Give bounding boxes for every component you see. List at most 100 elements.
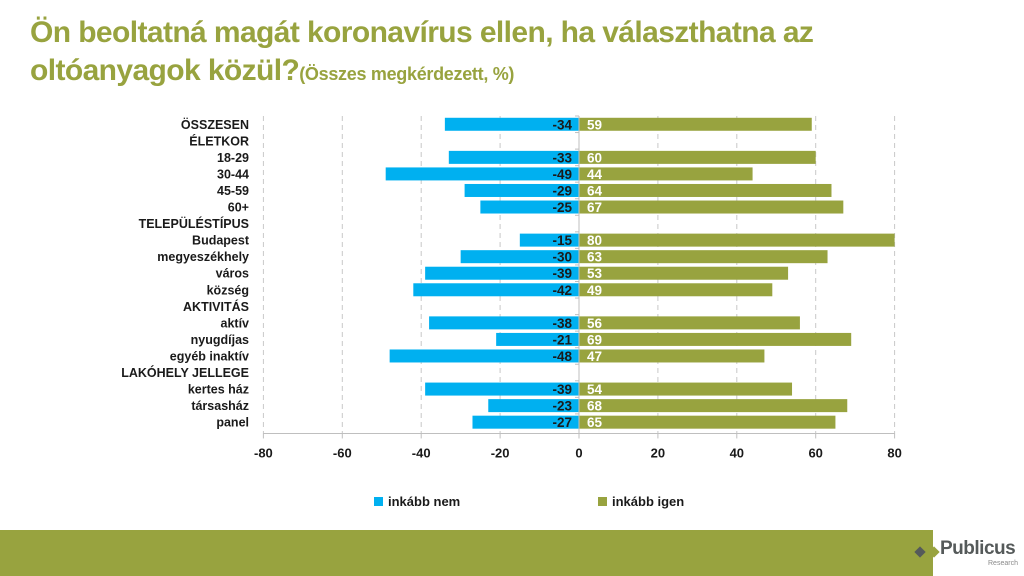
slide-title: Ön beoltatná magát koronavírus ellen, ha…	[30, 14, 930, 93]
bar-inkabb-nem	[460, 250, 579, 264]
category-label: város	[216, 267, 249, 281]
category-label: nyugdíjas	[191, 333, 249, 347]
legend-label-igen: inkább igen	[612, 494, 685, 509]
x-tick-label: 40	[730, 445, 744, 460]
category-label: társasház	[191, 399, 249, 413]
bar-inkabb-igen	[579, 150, 816, 164]
title-main: Ön beoltatná magát koronavírus ellen, ha…	[30, 16, 814, 87]
data-label-igen: 65	[587, 415, 603, 430]
category-label: aktív	[221, 316, 250, 330]
x-tick-label: -60	[333, 445, 352, 460]
bar-inkabb-igen	[579, 200, 844, 214]
category-label: ÖSSZESEN	[181, 117, 249, 132]
title-subtitle: (Összes megkérdezett, %)	[299, 64, 515, 84]
x-tick-label: -20	[491, 445, 510, 460]
bar-inkabb-igen	[579, 283, 773, 297]
logo-diamonds-icon	[914, 539, 940, 566]
bar-inkabb-igen	[579, 349, 765, 363]
bar-inkabb-igen	[579, 382, 793, 396]
data-label-igen: 67	[587, 200, 602, 215]
data-label-igen: 53	[587, 266, 603, 281]
data-label-igen: 49	[587, 283, 602, 298]
data-label-igen: 56	[587, 316, 603, 331]
footer-band	[0, 530, 933, 576]
data-label-nem: -30	[552, 250, 572, 265]
bar-inkabb-nem	[444, 117, 579, 131]
logo-tagline: Research	[988, 560, 1018, 567]
category-label: egyéb inaktív	[170, 349, 249, 363]
bar-inkabb-igen	[579, 316, 800, 330]
data-label-nem: -21	[552, 332, 572, 347]
bar-inkabb-nem	[464, 183, 579, 197]
bar-inkabb-igen	[579, 250, 828, 264]
legend-item-nem: inkább nem	[374, 494, 460, 509]
data-label-nem: -15	[552, 233, 572, 248]
category-label: panel	[216, 416, 249, 430]
category-label: kertes ház	[188, 383, 249, 397]
data-label-nem: -25	[552, 200, 572, 215]
bar-inkabb-igen	[579, 233, 895, 247]
bar-inkabb-nem	[425, 382, 579, 396]
category-label: ÉLETKOR	[189, 133, 249, 148]
bar-inkabb-nem	[425, 266, 579, 280]
x-tick-label: -80	[254, 445, 273, 460]
category-label: 30-44	[217, 167, 249, 181]
category-label: AKTIVITÁS	[183, 299, 249, 314]
data-label-nem: -39	[552, 382, 572, 397]
data-label-nem: -42	[552, 283, 572, 298]
data-label-igen: 68	[587, 399, 603, 414]
bar-inkabb-nem	[389, 349, 579, 363]
x-tick-label: -40	[412, 445, 431, 460]
bar-inkabb-nem	[496, 332, 579, 346]
legend-label-nem: inkább nem	[388, 494, 461, 509]
bar-inkabb-nem	[385, 167, 579, 181]
data-label-nem: -39	[552, 266, 572, 281]
category-label: 60+	[228, 201, 249, 215]
data-labels: -34 59 -33 60 -49 44 -29 64 -25 67 -15 80 -30 63 -39 53…	[552, 117, 602, 430]
legend-item-igen: inkább igen	[598, 494, 684, 509]
publicus-logo: Publicus Research	[914, 536, 1024, 572]
data-label-igen: 69	[587, 332, 602, 347]
category-label: 18-29	[217, 151, 249, 165]
data-label-nem: -23	[552, 399, 572, 414]
data-label-nem: -49	[552, 167, 572, 182]
gridlines	[262, 116, 896, 434]
category-label: 45-59	[217, 184, 249, 198]
data-label-igen: 60	[587, 150, 602, 165]
x-axis: -80 -60 -40 -20 0 20 40 60 80	[254, 115, 902, 460]
data-label-nem: -29	[552, 183, 572, 198]
data-label-igen: 54	[587, 382, 603, 397]
bar-inkabb-igen	[579, 332, 852, 346]
data-label-igen: 59	[587, 117, 602, 132]
bar-inkabb-nem	[413, 283, 579, 297]
legend-swatch-igen	[598, 497, 607, 506]
bar-inkabb-nem	[472, 415, 579, 429]
data-label-nem: -33	[552, 150, 572, 165]
data-label-igen: 47	[587, 349, 602, 364]
bar-inkabb-nem	[488, 399, 579, 413]
bar-inkabb-nem	[429, 316, 579, 330]
bar-inkabb-nem	[480, 200, 579, 214]
data-label-igen: 80	[587, 233, 602, 248]
data-label-igen: 44	[587, 167, 603, 182]
data-label-nem: -38	[552, 316, 572, 331]
data-label-nem: -48	[552, 349, 572, 364]
legend-swatch-nem	[374, 497, 383, 506]
x-tick-label: 0	[575, 445, 582, 460]
category-label: megyeszékhely	[157, 250, 249, 264]
bar-inkabb-igen	[579, 167, 753, 181]
bars	[385, 117, 895, 429]
category-label: község	[207, 283, 249, 297]
bar-inkabb-nem	[519, 233, 579, 247]
bar-inkabb-igen	[579, 183, 832, 197]
bar-inkabb-igen	[579, 415, 836, 429]
data-label-nem: -34	[552, 117, 572, 132]
data-label-nem: -27	[552, 415, 572, 430]
bar-inkabb-igen	[579, 117, 812, 131]
logo-name: Publicus	[940, 538, 1016, 559]
data-label-igen: 63	[587, 250, 603, 265]
x-tick-label: 80	[887, 445, 901, 460]
category-label: LAKÓHELY JELLEGE	[121, 365, 249, 380]
